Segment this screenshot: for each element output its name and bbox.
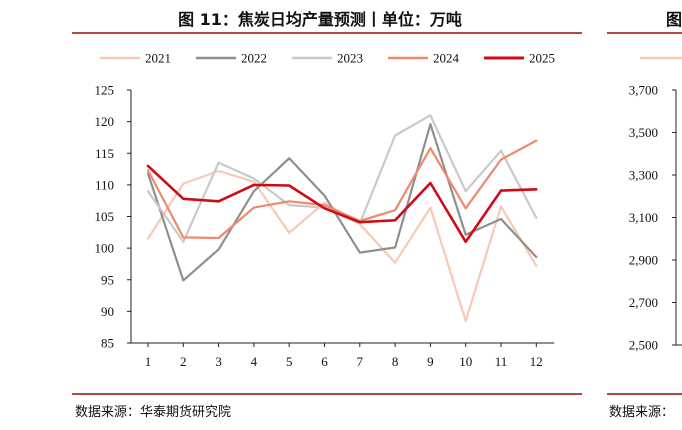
- x-tick-label: 5: [286, 354, 293, 369]
- right-y-tick-label: 3,100: [629, 210, 658, 225]
- right-y-tick-label: 2,900: [629, 253, 658, 268]
- chart-title: 图 11：焦炭日均产量预测丨单位：万吨: [178, 10, 462, 29]
- x-tick-label: 1: [145, 354, 152, 369]
- legend-label-2021: 2021: [145, 51, 171, 66]
- x-tick-label: 2: [180, 354, 187, 369]
- y-tick-label: 100: [95, 241, 115, 256]
- x-tick-label: 6: [321, 354, 328, 369]
- x-tick-label: 4: [251, 354, 258, 369]
- y-tick-label: 105: [95, 209, 115, 224]
- legend-label-2022: 2022: [241, 51, 267, 66]
- x-tick-label: 7: [357, 354, 364, 369]
- top-rule: [72, 32, 582, 34]
- right-y-tick-label: 2,700: [629, 295, 658, 310]
- bottom-rule: [72, 393, 582, 395]
- right-y-tick-label: 3,500: [629, 125, 658, 140]
- right-y-tick-label: 2,500: [629, 338, 658, 353]
- series-line-2024: [146, 139, 538, 240]
- series-line-2022: [146, 123, 538, 282]
- legend-label-2024: 2024: [433, 51, 460, 66]
- series-line-2025: [146, 164, 538, 244]
- y-tick-label: 120: [95, 114, 115, 129]
- x-tick-label: 3: [215, 354, 222, 369]
- y-tick-label: 110: [95, 177, 114, 192]
- y-tick-label: 95: [101, 272, 114, 287]
- x-tick-label: 11: [495, 354, 508, 369]
- legend-label-2023: 2023: [337, 51, 363, 66]
- x-tick-label: 9: [427, 354, 434, 369]
- y-tick-label: 90: [101, 304, 114, 319]
- data-source-right-fragment: 数据来源：: [609, 405, 675, 420]
- right-y-tick-label: 3,300: [629, 168, 658, 183]
- legend-label-2025: 2025: [529, 51, 555, 66]
- right-panel-title-fragment: 图: [666, 10, 682, 29]
- y-tick-label: 115: [95, 146, 114, 161]
- y-tick-label: 85: [101, 336, 114, 351]
- x-tick-label: 10: [459, 354, 472, 369]
- bottom-rule-right: [607, 393, 682, 395]
- data-source: 数据来源：华泰期货研究院: [75, 405, 232, 420]
- top-rule-right: [607, 32, 682, 34]
- right-y-tick-label: 3,700: [629, 83, 658, 98]
- x-tick-label: 8: [392, 354, 399, 369]
- y-tick-label: 125: [95, 83, 115, 98]
- x-tick-label: 12: [530, 354, 543, 369]
- series-line-2021: [146, 169, 538, 322]
